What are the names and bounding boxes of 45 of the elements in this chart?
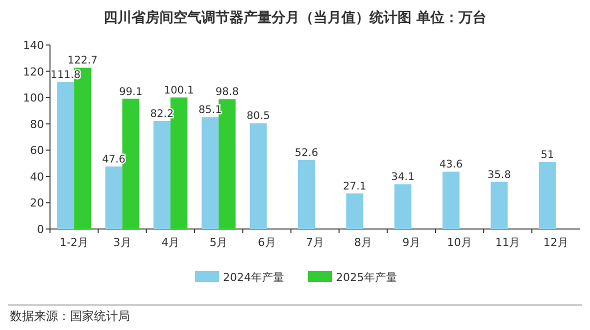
bar	[346, 193, 364, 229]
bar	[250, 123, 267, 229]
data-label: 100.1	[164, 84, 194, 96]
y-tick-label: 120	[23, 65, 44, 78]
data-label: 122.7	[68, 54, 98, 67]
x-tick-label: 9月	[402, 236, 420, 249]
data-label: 99.1	[119, 86, 142, 98]
y-tick-label: 140	[23, 39, 44, 52]
bar	[394, 184, 412, 229]
bar	[298, 160, 315, 229]
data-label: 80.5	[246, 110, 270, 122]
y-tick-label: 80	[30, 118, 44, 131]
x-tick-label: 6月	[258, 236, 276, 249]
bar	[538, 162, 556, 229]
source-note: 数据来源：国家统计局	[10, 309, 130, 323]
x-tick-label: 11月	[495, 236, 520, 249]
x-tick-label: 8月	[354, 236, 372, 249]
data-label: 35.8	[488, 168, 511, 181]
y-tick-label: 40	[30, 170, 44, 184]
x-tick-label: 7月	[306, 236, 324, 249]
data-label: 98.8	[215, 86, 239, 98]
bar	[105, 166, 122, 229]
x-tick-label: 5月	[210, 236, 228, 249]
bar	[442, 172, 460, 229]
x-tick-label: 1-2月	[60, 236, 89, 249]
x-tick-label: 10月	[447, 236, 472, 249]
y-tick-label: 60	[30, 144, 44, 158]
data-label: 27.1	[342, 180, 366, 192]
x-tick-label: 3月	[113, 236, 132, 249]
x-tick-label: 4月	[161, 236, 180, 249]
legend-label: 2024年产量	[223, 271, 284, 284]
x-tick-label: 12月	[543, 236, 568, 249]
y-tick-label: 100	[23, 92, 44, 105]
data-label: 52.6	[294, 146, 319, 159]
bar	[490, 182, 508, 229]
y-tick-label: 0	[37, 223, 44, 236]
bar	[202, 117, 219, 229]
data-label: 43.6	[439, 158, 464, 171]
chart-title: 四川省房间空气调节器产量分月（当月值）统计图 单位：万台	[104, 9, 486, 26]
bar	[57, 82, 74, 229]
bar	[153, 120, 170, 229]
y-tick-label: 20	[30, 196, 44, 210]
data-label: 51	[540, 148, 554, 161]
data-label: 34.1	[391, 171, 415, 184]
legend-label: 2025年产量	[336, 271, 397, 284]
